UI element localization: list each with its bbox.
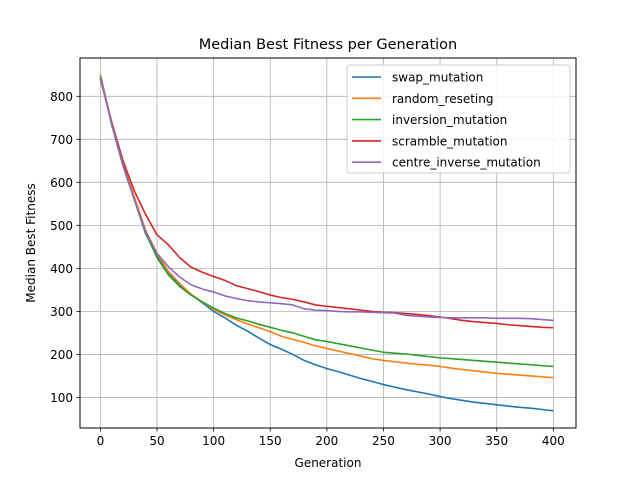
series-line-centre-inverse-mutation: [99, 78, 554, 322]
x-tick-label: 0: [97, 434, 105, 448]
legend-label-random-reseting: random_reseting: [392, 92, 494, 106]
y-tick-label: 800: [50, 90, 73, 104]
series-line-scramble-mutation: [99, 78, 554, 329]
y-tick-label: 700: [50, 133, 73, 147]
legend-label-swap-mutation: swap_mutation: [392, 71, 483, 85]
x-tick-label: 150: [259, 434, 282, 448]
x-tick-label: 50: [149, 434, 164, 448]
series-lines: [99, 74, 554, 412]
y-tick-label: 300: [50, 305, 73, 319]
series-line-random-reseting: [99, 75, 554, 379]
x-tick-label: 400: [542, 434, 565, 448]
x-tick-label: 300: [429, 434, 452, 448]
x-tick-label: 250: [372, 434, 395, 448]
y-tick-label: 100: [50, 391, 73, 405]
x-axis-label: Generation: [295, 456, 362, 470]
y-tick-label: 600: [50, 176, 73, 190]
series-line-swap-mutation: [99, 74, 554, 412]
series-line-inversion-mutation: [99, 76, 554, 368]
legend-label-scramble-mutation: scramble_mutation: [392, 134, 508, 148]
y-axis-ticks: 100 200 300 400 500 600 700 800: [50, 90, 80, 405]
y-tick-label: 400: [50, 262, 73, 276]
legend-box: [346, 64, 571, 174]
y-tick-label: 200: [50, 348, 73, 362]
legend-label-inversion-mutation: inversion_mutation: [392, 113, 507, 127]
x-tick-label: 350: [485, 434, 508, 448]
x-axis-ticks: 0 50 100 150 200 250 300 350 400: [97, 428, 565, 448]
legend-label-centre-inverse-mutation: centre_inverse_mutation: [392, 156, 541, 170]
y-tick-label: 500: [50, 219, 73, 233]
y-axis-label: Median Best Fitness: [24, 183, 38, 302]
legend: swap_mutation random_reseting inversion_mu…: [346, 64, 571, 174]
chart-title: Median Best Fitness per Generation: [199, 37, 457, 53]
x-tick-label: 100: [202, 434, 225, 448]
x-tick-label: 200: [315, 434, 338, 448]
plot-area-frame: [79, 57, 577, 429]
